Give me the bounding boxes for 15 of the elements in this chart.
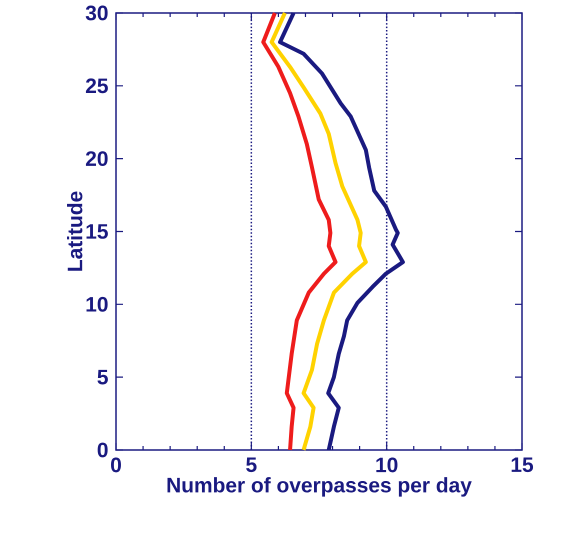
y-tick-label: 15: [86, 224, 108, 239]
x-tick-label: 0: [111, 458, 121, 472]
y-tick-label: 10: [86, 296, 108, 312]
x-tick-label: 5: [246, 458, 257, 472]
line-series: [270, 10, 368, 452]
y-tick-label: 30: [86, 6, 108, 20]
y-tick-label: 0: [98, 442, 108, 458]
x-axis-title: Number of overpasses per day: [168, 477, 472, 497]
x-tick-label: 15: [512, 458, 534, 472]
x-tick-label: 10: [376, 458, 398, 472]
y-tick-label: 5: [97, 370, 108, 384]
y-tick-label: 25: [86, 78, 108, 94]
y-axis-title: Latitude: [67, 192, 82, 271]
line-series: [261, 10, 338, 452]
y-tick-label: 20: [86, 151, 108, 166]
